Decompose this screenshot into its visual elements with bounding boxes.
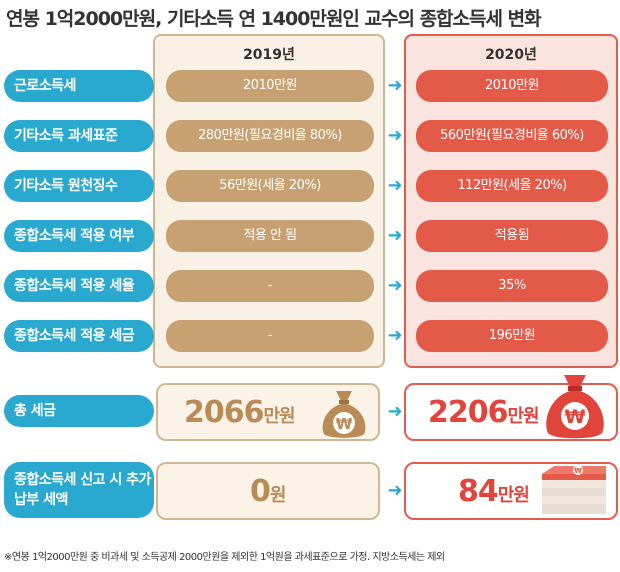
svg-text:₩: ₩ bbox=[336, 415, 353, 433]
extra-2019-box: 0원 bbox=[156, 462, 380, 520]
total-2019-value: 2066만원 bbox=[184, 395, 296, 430]
total-2020-value: 2206만원 bbox=[428, 395, 540, 430]
row-label-comprehensive-rate: 종합소득세 적용 세율 bbox=[4, 270, 154, 302]
extra-2020-value: 84만원 bbox=[458, 474, 530, 509]
row-label-earned-income-tax: 근로소득세 bbox=[4, 70, 154, 102]
row-label-total-tax: 총 세금 bbox=[4, 395, 154, 427]
row-value-2019: 280만원(필요경비율 80%) bbox=[166, 120, 374, 152]
arrow-right-icon: ➜ bbox=[387, 75, 403, 96]
row-value-2019: 적용 안 됨 bbox=[166, 220, 374, 252]
svg-text:₩: ₩ bbox=[565, 406, 586, 428]
row-value-2020: 35% bbox=[416, 270, 608, 302]
arrow-right-icon: ➜ bbox=[387, 480, 403, 501]
total-2019-box: 2066만원 ₩ bbox=[156, 383, 380, 441]
year-2020-header: 2020년 bbox=[485, 47, 537, 63]
row-label-comprehensive-applied: 종합소득세 적용 여부 bbox=[4, 220, 154, 252]
year-2019-header: 2019년 bbox=[243, 47, 295, 63]
arrow-right-icon: ➜ bbox=[387, 401, 403, 422]
total-2020-box: 2206만원 ₩ bbox=[404, 375, 618, 441]
extra-2019-value: 0원 bbox=[250, 474, 286, 509]
row-value-2019: - bbox=[166, 270, 374, 302]
row-label-comprehensive-tax: 종합소득세 적용 세금 bbox=[4, 320, 154, 352]
row-label-additional-payment: 종합소득세 신고 시 추가납부 세액 bbox=[4, 462, 154, 518]
arrow-right-icon: ➜ bbox=[387, 125, 403, 146]
row-value-2020: 560만원(필요경비율 60%) bbox=[416, 120, 608, 152]
arrow-right-icon: ➜ bbox=[387, 225, 403, 246]
row-value-2020: 196만원 bbox=[416, 320, 608, 352]
row-label-withholding-tax: 기타소득 원천징수 bbox=[4, 170, 154, 202]
row-value-2020: 112만원(세율 20%) bbox=[416, 170, 608, 202]
row-value-2019: 2010만원 bbox=[166, 70, 374, 102]
money-bag-icon: ₩ bbox=[546, 375, 604, 439]
svg-text:₩: ₩ bbox=[574, 467, 582, 475]
page-title: 연봉 1억2000만원, 기타소득 연 1400만원인 교수의 종합소득세 변화 bbox=[6, 8, 542, 30]
row-value-2020: 적용됨 bbox=[416, 220, 608, 252]
arrow-right-icon: ➜ bbox=[387, 325, 403, 346]
arrow-right-icon: ➜ bbox=[387, 175, 403, 196]
money-bag-icon: ₩ bbox=[322, 391, 366, 438]
footnote: ※연봉 1억2000만원 중 비과세 및 소득공제 2000만원을 제외한 1억… bbox=[4, 552, 445, 563]
money-stack-icon: ₩ bbox=[542, 465, 606, 514]
row-value-2019: - bbox=[166, 320, 374, 352]
row-label-other-income-tax-base: 기타소득 과세표준 bbox=[4, 120, 154, 152]
extra-2020-box: 84만원 ₩ bbox=[404, 462, 618, 520]
row-value-2019: 56만원(세율 20%) bbox=[166, 170, 374, 202]
row-value-2020: 2010만원 bbox=[416, 70, 608, 102]
arrow-right-icon: ➜ bbox=[387, 275, 403, 296]
